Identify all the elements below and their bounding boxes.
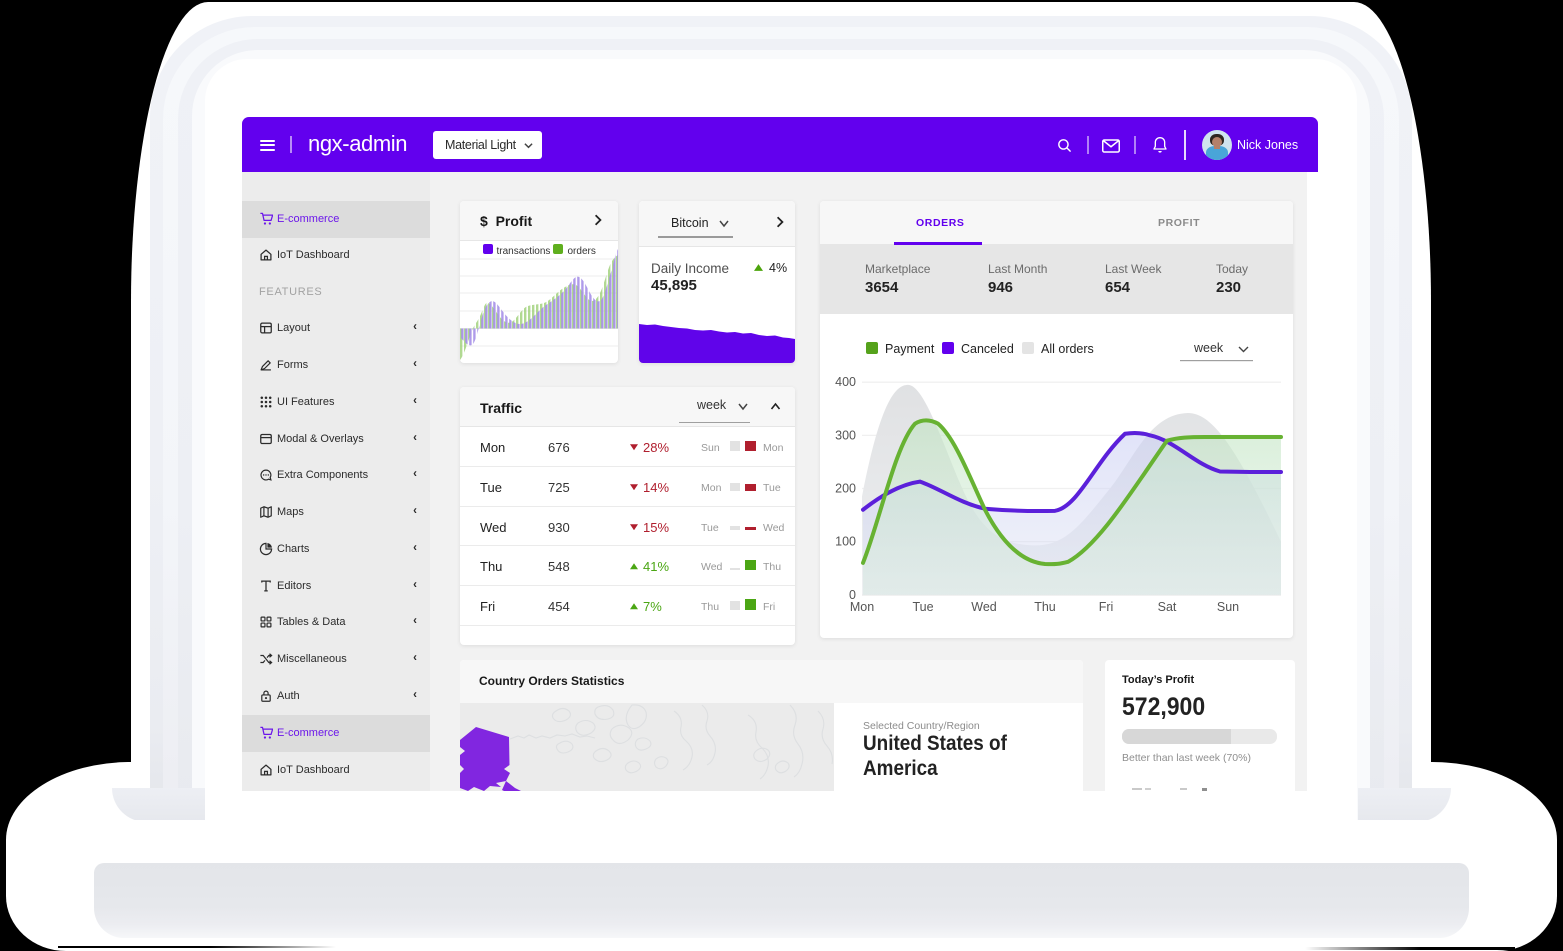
svg-text:Sun: Sun (1217, 600, 1239, 614)
svg-text:300: 300 (835, 428, 856, 442)
svg-text:transactions: transactions (497, 246, 551, 257)
svg-text:All orders: All orders (1041, 342, 1094, 356)
svg-text:Tue: Tue (912, 600, 933, 614)
svg-text:Canceled: Canceled (961, 342, 1014, 356)
svg-text:100: 100 (835, 535, 856, 549)
svg-text:Mon: Mon (850, 600, 874, 614)
svg-text:0: 0 (849, 588, 856, 602)
svg-text:Fri: Fri (1099, 600, 1114, 614)
svg-text:orders: orders (568, 246, 596, 257)
svg-text:Sat: Sat (1158, 600, 1177, 614)
svg-text:Payment: Payment (885, 342, 935, 356)
svg-text:Thu: Thu (1034, 600, 1056, 614)
svg-text:400: 400 (835, 375, 856, 389)
svg-text:week: week (1193, 341, 1224, 355)
svg-text:200: 200 (835, 482, 856, 496)
svg-text:Wed: Wed (971, 600, 997, 614)
